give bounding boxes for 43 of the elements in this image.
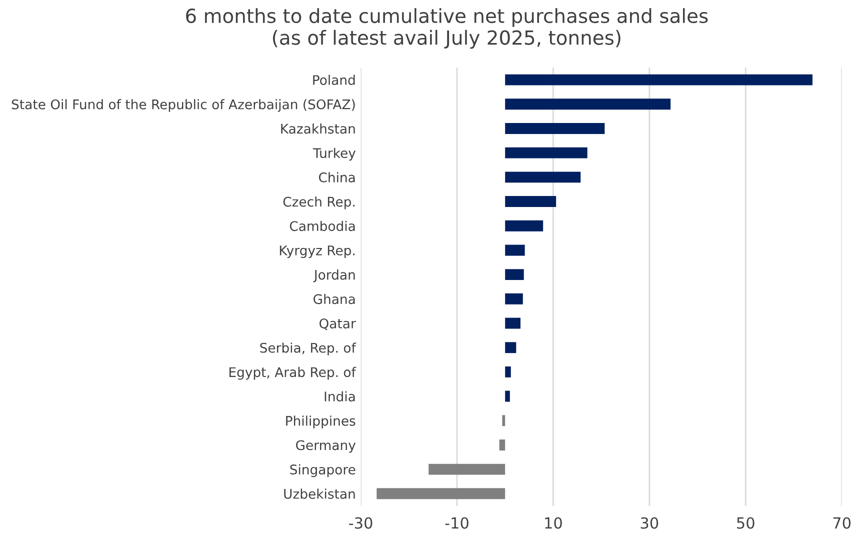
y-tick-label: Serbia, Rep. of bbox=[260, 342, 356, 356]
y-tick-label: Turkey bbox=[312, 148, 356, 161]
y-tick-label: Singapore bbox=[290, 464, 356, 478]
y-tick-label: Philippines bbox=[286, 416, 356, 428]
x-tick-label: 10 bbox=[545, 517, 562, 529]
y-tick-label: Uzbekistan bbox=[284, 488, 355, 499]
bar bbox=[505, 390, 510, 402]
y-tick-label: Poland bbox=[313, 74, 355, 85]
y-tick-label: Germany bbox=[296, 440, 356, 453]
bar bbox=[505, 342, 516, 354]
chart-title: 6 months to date cumulative net purchases and sales (as of latest avail July 2025, tonnes) bbox=[186, 8, 708, 49]
x-tick-label: 30 bbox=[640, 517, 658, 529]
x-tick-label: -10 bbox=[445, 517, 468, 529]
y-tick-label: China bbox=[318, 172, 355, 182]
bar bbox=[376, 488, 506, 500]
bar bbox=[499, 439, 506, 450]
bar bbox=[505, 269, 524, 280]
x-tick-label: 70 bbox=[833, 517, 851, 529]
bar bbox=[505, 220, 544, 232]
y-tick-label: India bbox=[324, 391, 355, 402]
bar bbox=[505, 318, 520, 329]
bar bbox=[505, 196, 556, 207]
bar bbox=[505, 293, 523, 304]
y-tick-label: Jordan bbox=[313, 270, 355, 282]
bar bbox=[505, 366, 511, 378]
bar bbox=[505, 98, 671, 110]
y-tick-label: Cambodia bbox=[290, 220, 355, 232]
bar bbox=[505, 244, 525, 256]
y-tick-label: State Oil Fund of the Republic of Azerbaijan (SOFAZ) bbox=[12, 99, 355, 112]
bar bbox=[502, 415, 506, 426]
x-tick-label: -30 bbox=[349, 517, 372, 529]
y-tick-label: Kyrgyz Rep. bbox=[280, 246, 354, 258]
bar bbox=[505, 74, 812, 86]
y-tick-label: Egypt, Arab Rep. of bbox=[229, 366, 356, 380]
bar bbox=[505, 147, 588, 158]
y-tick-label: Qatar bbox=[320, 318, 356, 330]
y-tick-label: Kazakhstan bbox=[281, 123, 355, 134]
bar bbox=[505, 123, 605, 134]
y-tick-label: Czech Rep. bbox=[283, 196, 354, 210]
y-tick-label: Ghana bbox=[314, 294, 355, 304]
x-tick-label: 50 bbox=[737, 517, 754, 529]
bar bbox=[505, 172, 581, 183]
bar bbox=[428, 464, 506, 475]
